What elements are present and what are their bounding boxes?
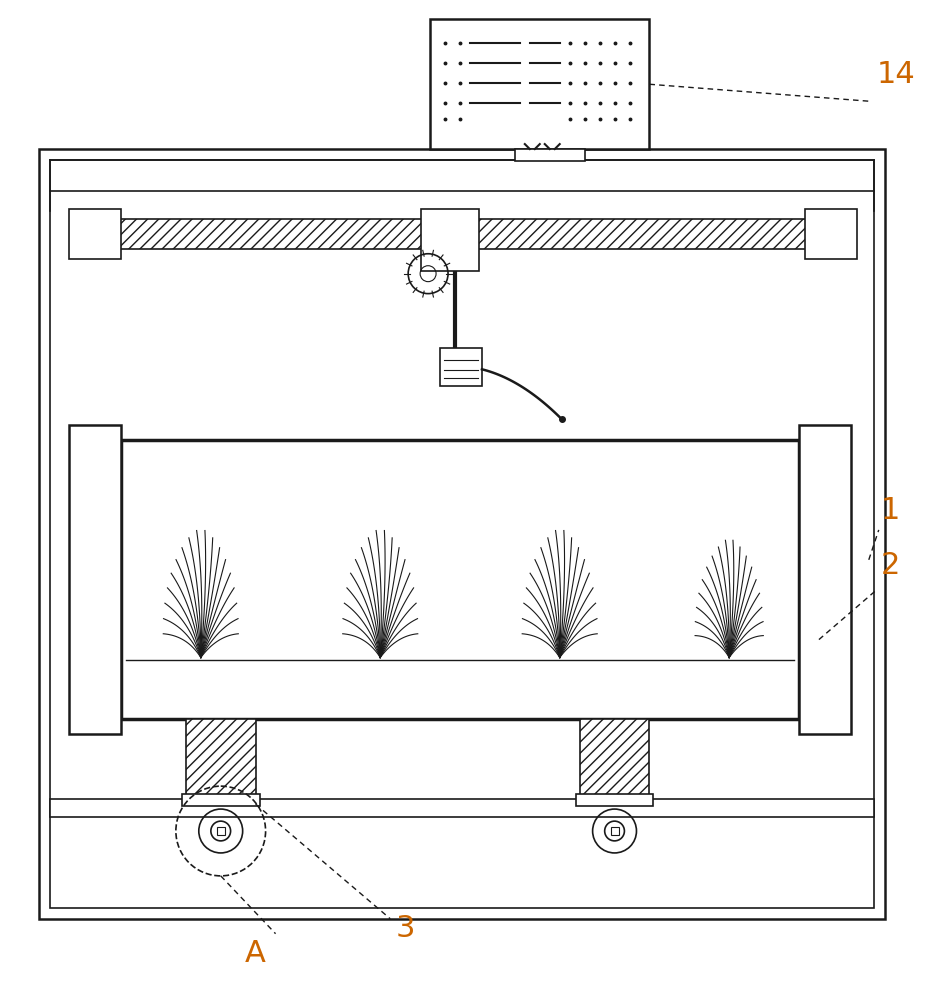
Bar (50, 160, 874, 908)
Bar (185, 719, 256, 799)
Bar (440, 348, 482, 386)
Text: 1: 1 (881, 496, 900, 525)
Text: A: A (245, 939, 266, 968)
Bar (611, 827, 618, 835)
Bar (430, 19, 650, 149)
Bar (70, 425, 121, 734)
Bar (39, 149, 884, 919)
Bar (121, 440, 799, 719)
Bar (50, 799, 874, 817)
Bar (579, 719, 650, 799)
Bar (514, 149, 585, 161)
Bar (799, 425, 851, 734)
Bar (576, 794, 654, 806)
Bar (217, 827, 224, 835)
Bar (91, 219, 849, 249)
Bar (805, 209, 857, 259)
Text: 2: 2 (881, 551, 900, 580)
Circle shape (210, 821, 231, 841)
Text: 14: 14 (877, 60, 916, 89)
Text: 3: 3 (395, 914, 414, 943)
Bar (70, 209, 121, 259)
Circle shape (604, 821, 625, 841)
Bar (182, 794, 260, 806)
Bar (421, 209, 479, 271)
